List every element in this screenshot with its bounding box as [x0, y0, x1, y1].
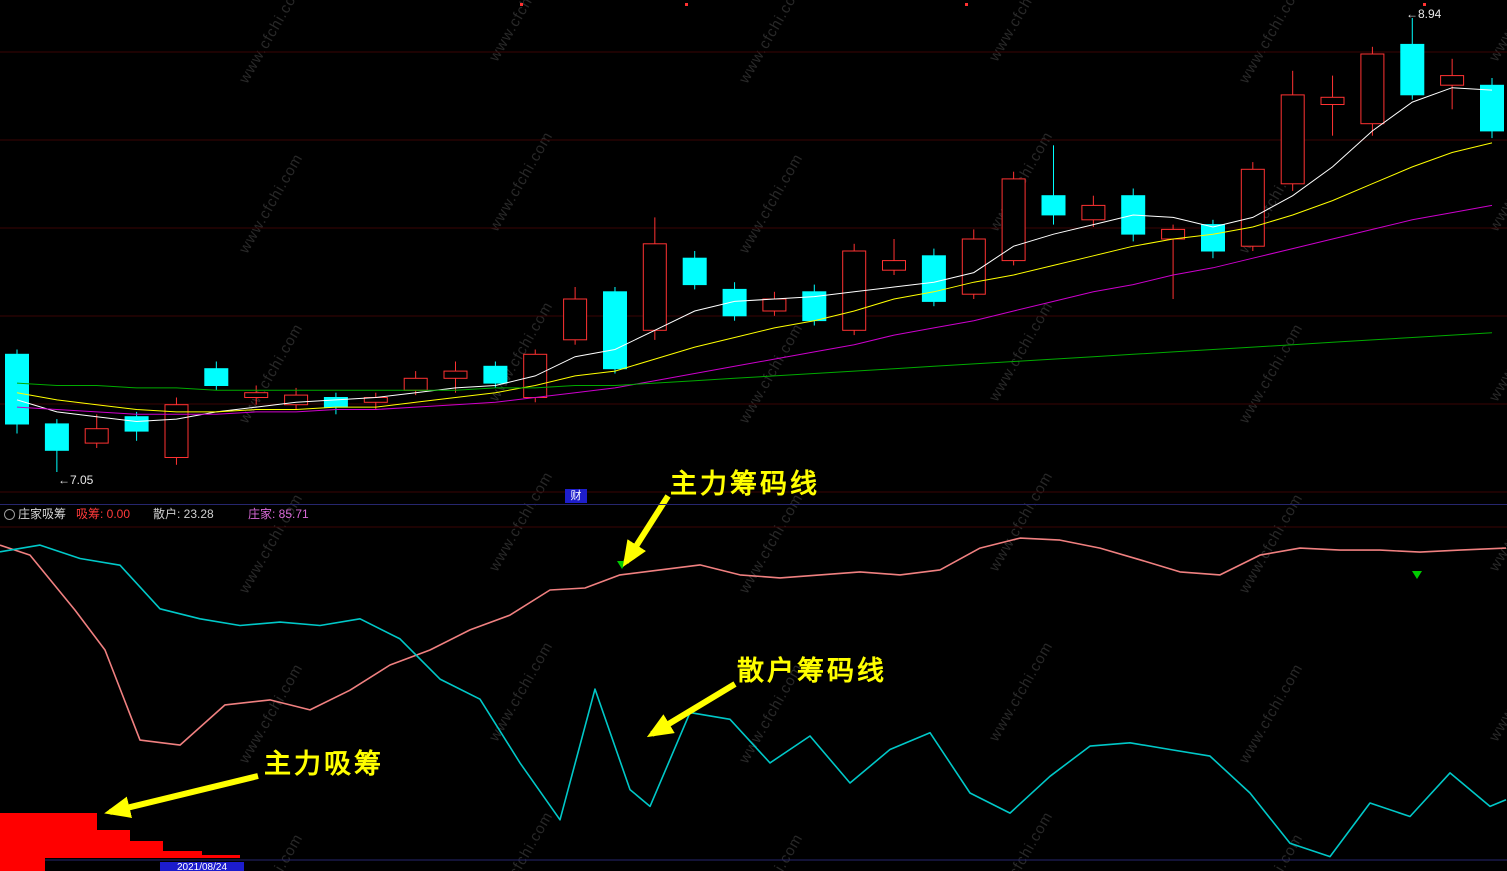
indicator-title[interactable]: 庄家吸筹: [18, 507, 67, 521]
candle-body[interactable]: [882, 260, 906, 271]
candle-body[interactable]: [284, 394, 309, 406]
candle-body[interactable]: [1280, 94, 1305, 185]
indicator-panel-header: 庄家吸筹 吸筹: 0.00 散户: 23.28 庄家: 85.71: [0, 505, 1507, 522]
candle-body[interactable]: [961, 238, 986, 295]
accumulation-bar: [163, 851, 202, 858]
accumulation-bar: [130, 841, 163, 858]
candle-body[interactable]: [722, 288, 747, 317]
annotation-main-accumulation: 主力吸筹: [264, 749, 384, 779]
date-label: 2021/08/24: [160, 862, 244, 871]
annotation-main-chip-line: 主力筹码线: [670, 469, 820, 499]
period-tick: [520, 3, 523, 6]
candle-body[interactable]: [1081, 204, 1106, 221]
accumulation-bar: [0, 858, 45, 871]
candle-body[interactable]: [1001, 178, 1026, 262]
accumulation-bar: [202, 855, 240, 858]
candle-body[interactable]: [1440, 75, 1465, 86]
candle-body[interactable]: [1480, 84, 1504, 132]
annotation-arrow: [646, 681, 737, 738]
event-badge[interactable]: 财: [565, 489, 587, 503]
candle-body[interactable]: [563, 298, 588, 341]
indicator-field-banker: 庄家: 85.71: [248, 507, 309, 521]
annotation-arrow: [622, 494, 671, 568]
retail-chip-line: [0, 544, 1507, 858]
candle-body[interactable]: [204, 368, 229, 387]
candle-body[interactable]: [483, 365, 508, 384]
ma-line-slow-magenta: [16, 204, 1493, 415]
candle-body[interactable]: [603, 291, 627, 370]
candle-body[interactable]: [443, 370, 468, 379]
candle-body[interactable]: [1320, 96, 1345, 106]
candle-body[interactable]: [1400, 43, 1425, 96]
candle-body[interactable]: [5, 353, 29, 425]
ma-line-mid-yellow: [16, 142, 1493, 413]
price-low-label: ←7.05: [58, 473, 94, 487]
candle-body[interactable]: [164, 404, 189, 459]
indicator-field-absorb: 吸筹: 0.00: [76, 507, 131, 521]
ma-line-long-green: [16, 332, 1493, 391]
banker-chip-line: [0, 537, 1507, 746]
annotation-retail-chip-line: 散户筹码线: [737, 656, 887, 686]
candle-body[interactable]: [44, 423, 69, 451]
candle-body[interactable]: [1240, 168, 1265, 247]
ma-line-fast-white: [16, 87, 1493, 423]
period-tick: [685, 3, 688, 6]
indicator-field-retail: 散户: 23.28: [153, 507, 214, 521]
candle-body[interactable]: [1360, 53, 1385, 125]
panel-toggle-icon[interactable]: [4, 509, 15, 520]
candle-body[interactable]: [1201, 224, 1225, 252]
price-high-label: ←8.94: [1406, 7, 1442, 21]
candle-body[interactable]: [403, 377, 428, 391]
panel-divider[interactable]: [0, 504, 1507, 505]
candle-body[interactable]: [1041, 195, 1066, 216]
period-tick: [1423, 3, 1426, 6]
candle-body[interactable]: [642, 243, 667, 331]
candle-body[interactable]: [921, 255, 946, 302]
buy-signal-triangle: [617, 561, 627, 569]
candle-body[interactable]: [762, 298, 787, 312]
accumulation-bar: [97, 830, 130, 858]
candle-body[interactable]: [244, 392, 269, 399]
period-tick: [965, 3, 968, 6]
buy-signal-triangle: [1412, 571, 1422, 579]
accumulation-bar: [0, 813, 97, 858]
candle-body[interactable]: [124, 416, 149, 432]
candle-body[interactable]: [84, 428, 109, 444]
annotation-arrow: [104, 773, 259, 818]
candle-body[interactable]: [682, 257, 707, 286]
